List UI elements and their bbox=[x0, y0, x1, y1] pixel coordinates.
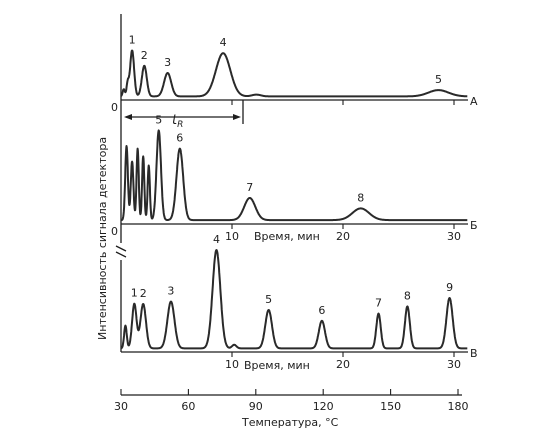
peak-label-2-6: 7 bbox=[375, 297, 382, 310]
panel-c-label: В bbox=[470, 347, 478, 360]
peak-label-1-1: 6 bbox=[176, 132, 183, 145]
x-tick-label-2-2: 30 bbox=[447, 358, 461, 371]
panel-a-origin-label: 0 bbox=[111, 101, 118, 114]
panel-b-label: Б bbox=[470, 219, 478, 232]
peak-label-2-5: 6 bbox=[318, 304, 325, 317]
peak-label-2-3: 4 bbox=[213, 233, 220, 246]
temperature-axis-title: Температура, °C bbox=[241, 416, 339, 429]
x-tick-label-1-2: 30 bbox=[447, 230, 461, 243]
chromatogram-trace-0 bbox=[120, 49, 468, 98]
peak-label-2-7: 8 bbox=[404, 289, 411, 302]
peak-label-2-4: 5 bbox=[265, 293, 272, 306]
retention-time-arrow bbox=[124, 100, 244, 124]
peak-label-0-1: 2 bbox=[141, 49, 148, 62]
panel-c-x-axis-title: Время, мин bbox=[244, 359, 310, 372]
ticks-layer bbox=[120, 100, 459, 395]
peak-label-2-8: 9 bbox=[446, 281, 453, 294]
temperature-tick-label-3: 120 bbox=[313, 400, 334, 413]
peak-label-2-0: 1 bbox=[131, 287, 138, 300]
chromatogram-trace-2 bbox=[120, 249, 468, 350]
traces-layer bbox=[120, 49, 468, 350]
peak-label-2-2: 3 bbox=[167, 285, 174, 298]
temperature-tick-label-0: 30 bbox=[114, 400, 128, 413]
peak-label-0-2: 3 bbox=[164, 56, 171, 69]
peak-label-0-0: 1 bbox=[129, 34, 136, 47]
panel-b-x-axis-title: Время, мин bbox=[254, 230, 320, 243]
temperature-tick-label-5: 180 bbox=[448, 400, 469, 413]
panel-a-label: А bbox=[470, 95, 478, 108]
peak-label-0-4: 5 bbox=[435, 73, 442, 86]
peak-label-1-0: 5 bbox=[155, 113, 162, 126]
y-axis-title: Интенсивность сигнала детектора bbox=[96, 137, 109, 340]
x-tick-label-2-1: 20 bbox=[336, 358, 350, 371]
panel-b-origin-label: 0 bbox=[111, 225, 118, 238]
peak-label-0-3: 4 bbox=[220, 36, 227, 49]
x-tick-label-1-0: 10 bbox=[225, 230, 239, 243]
x-tick-label-2-0: 10 bbox=[225, 358, 239, 371]
peak-label-1-3: 8 bbox=[357, 191, 364, 204]
temperature-tick-label-2: 90 bbox=[249, 400, 263, 413]
chromatogram-trace-1 bbox=[120, 129, 468, 222]
y-axis-break-mark bbox=[115, 245, 127, 258]
temperature-tick-label-4: 150 bbox=[380, 400, 401, 413]
peak-label-2-1: 2 bbox=[140, 287, 147, 300]
temperature-tick-label-1: 60 bbox=[181, 400, 195, 413]
x-tick-label-1-1: 20 bbox=[336, 230, 350, 243]
peak-label-1-2: 7 bbox=[246, 181, 253, 194]
retention-time-label: tR bbox=[172, 113, 183, 130]
